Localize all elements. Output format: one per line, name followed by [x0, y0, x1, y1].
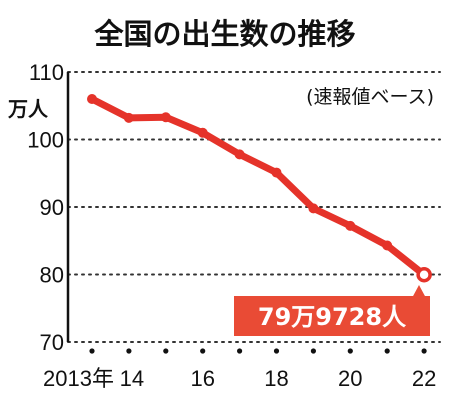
x-tick-dot	[310, 348, 316, 354]
x-tick-dot	[163, 348, 169, 354]
data-point	[197, 127, 208, 138]
chart-subtitle: (速報値ベース)	[306, 86, 434, 108]
x-tick-label: 20	[338, 366, 362, 391]
x-tick-dot	[384, 348, 390, 354]
data-point	[123, 112, 134, 123]
data-point	[271, 167, 282, 178]
data-point	[87, 94, 97, 104]
data-point	[345, 220, 356, 231]
y-tick-label: 70	[40, 330, 64, 355]
data-point	[382, 240, 393, 251]
x-tick-dot	[237, 348, 243, 354]
y-tick-label: 80	[40, 263, 64, 288]
x-tick-labels: 2013年 14 16 18 20 22	[43, 366, 436, 391]
x-tick-label: 16	[190, 366, 214, 391]
data-point	[234, 149, 245, 160]
chart-title: 全国の出生数の推移	[93, 17, 355, 51]
data-points	[87, 94, 432, 283]
y-tick-labels: 110 100 90 80 70	[27, 60, 64, 355]
births-line	[88, 95, 428, 279]
callout-text: 79万9728人	[258, 303, 406, 331]
x-tick-dot	[89, 348, 95, 354]
x-tick-dot	[126, 348, 132, 354]
data-point	[160, 112, 171, 123]
grid-lines	[67, 71, 441, 343]
x-tick-dot	[273, 348, 280, 354]
data-point	[308, 203, 319, 214]
x-tick-marks	[89, 348, 427, 354]
x-tick-dot	[200, 348, 206, 354]
y-tick-label: 90	[40, 195, 64, 220]
x-tick-label: 22	[412, 366, 436, 391]
x-tick-label: 18	[264, 366, 288, 391]
data-point	[416, 266, 432, 283]
annotation-callout: 79万9728人	[234, 285, 430, 336]
x-tick-label: 2013年	[43, 366, 114, 391]
x-tick-dot	[347, 348, 353, 354]
callout-box	[234, 296, 430, 336]
y-tick-label: 100	[27, 128, 64, 153]
y-unit-label: 万人	[7, 97, 49, 121]
x-tick-label: 14	[120, 366, 144, 391]
y-tick-label: 110	[29, 60, 64, 85]
callout-pointer	[412, 285, 426, 298]
x-tick-dot	[421, 348, 427, 354]
